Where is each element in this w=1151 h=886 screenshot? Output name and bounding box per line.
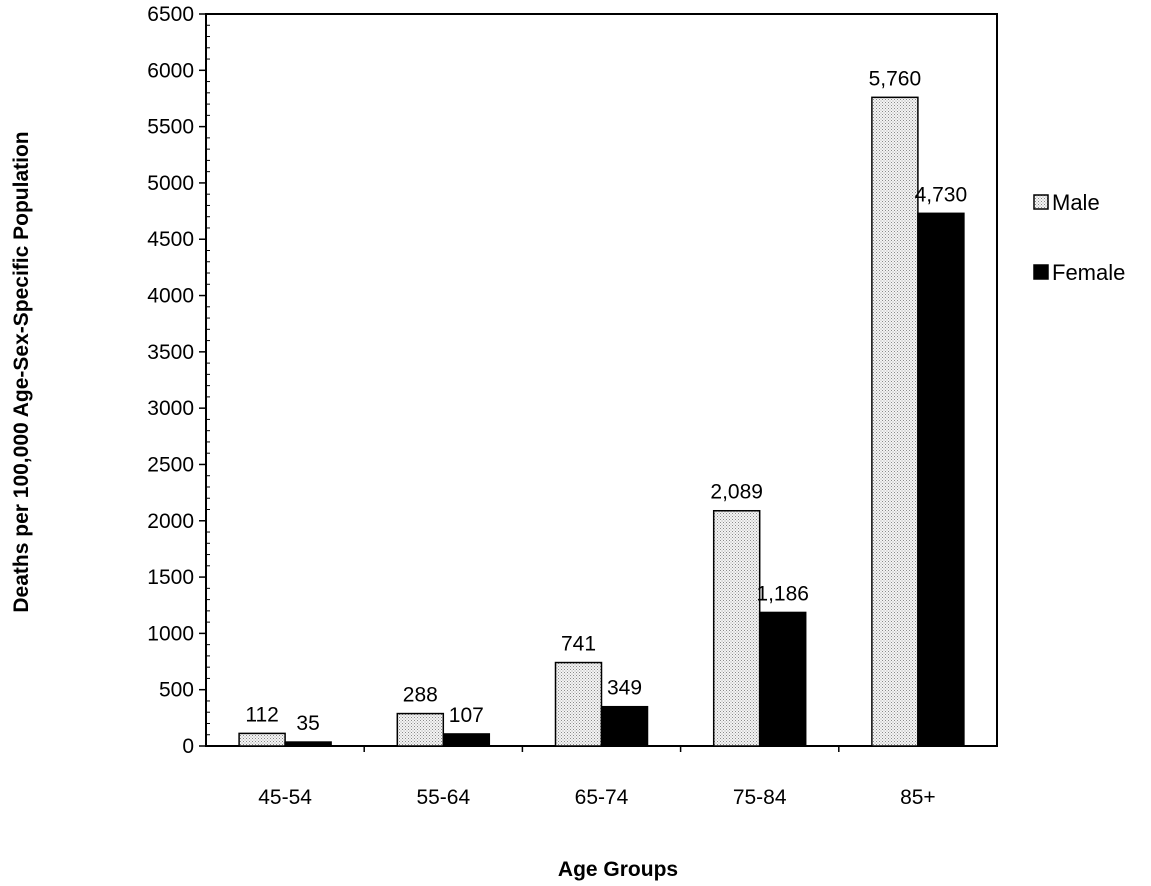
- data-label: 112: [245, 703, 278, 726]
- bars: 112 35 288 107 741 349 2,089 1,186 5,760 4,730: [238, 67, 968, 747]
- data-label: 107: [449, 704, 484, 727]
- legend-swatch-female: [1033, 264, 1049, 280]
- y-axis-title: Deaths per 100,000 Age-Sex-Specific Popu…: [10, 131, 33, 612]
- x-tick-label: 85+: [900, 786, 936, 809]
- bar-male-85+: [871, 96, 919, 747]
- x-axis-title: Age Groups: [558, 858, 678, 881]
- data-label: 35: [296, 712, 319, 735]
- data-label: 1,186: [756, 582, 809, 605]
- bar-female-65-74: [600, 705, 649, 747]
- y-tick-label: 500: [159, 679, 194, 702]
- bar-female-55-64: [442, 733, 491, 747]
- x-tick-label: 45-54: [258, 786, 312, 809]
- bar-male-55-64: [396, 712, 445, 747]
- y-tick-label: 4000: [147, 285, 194, 308]
- y-tick-label: 4500: [147, 228, 194, 251]
- bar-male-45-54: [238, 732, 286, 747]
- data-label: 741: [561, 633, 596, 656]
- y-tick-label: 5500: [147, 116, 194, 139]
- x-tick-label: 55-64: [416, 786, 470, 809]
- x-tick-label: 65-74: [575, 786, 629, 809]
- legend-label-female: Female: [1052, 260, 1125, 285]
- y-axis: 0 500 1000 1500 2000 2500 3000 3500 4000 4500 5000…: [147, 3, 210, 758]
- data-label: 4,730: [915, 183, 968, 206]
- y-tick-label: 0: [182, 735, 194, 758]
- y-tick-label: 2500: [147, 453, 194, 476]
- data-label: 5,760: [869, 67, 922, 90]
- y-tick-label: 1000: [147, 622, 194, 645]
- legend: Male Female: [1033, 190, 1125, 285]
- bar-female-85+: [917, 212, 965, 747]
- data-label: 2,089: [710, 481, 763, 504]
- y-tick-label: 3000: [147, 397, 194, 420]
- y-tick-label: 1500: [147, 566, 194, 589]
- y-tick-label: 6000: [147, 59, 194, 82]
- bar-female-45-54: [284, 741, 332, 747]
- bar-male-65-74: [554, 661, 603, 747]
- data-label: 288: [403, 684, 438, 707]
- legend-swatch-male: [1033, 194, 1049, 210]
- legend-label-male: Male: [1052, 190, 1100, 215]
- y-tick-label: 5000: [147, 172, 194, 195]
- data-label: 349: [607, 677, 642, 700]
- bar-female-75-84: [758, 611, 807, 747]
- x-axis: 45-54 55-64 65-74 75-84 85+: [258, 746, 936, 809]
- y-tick-label: 6500: [147, 3, 194, 26]
- x-tick-label: 75-84: [733, 786, 787, 809]
- bar-male-75-84: [712, 509, 761, 747]
- y-tick-label: 2000: [147, 510, 194, 533]
- y-tick-label: 3500: [147, 341, 194, 364]
